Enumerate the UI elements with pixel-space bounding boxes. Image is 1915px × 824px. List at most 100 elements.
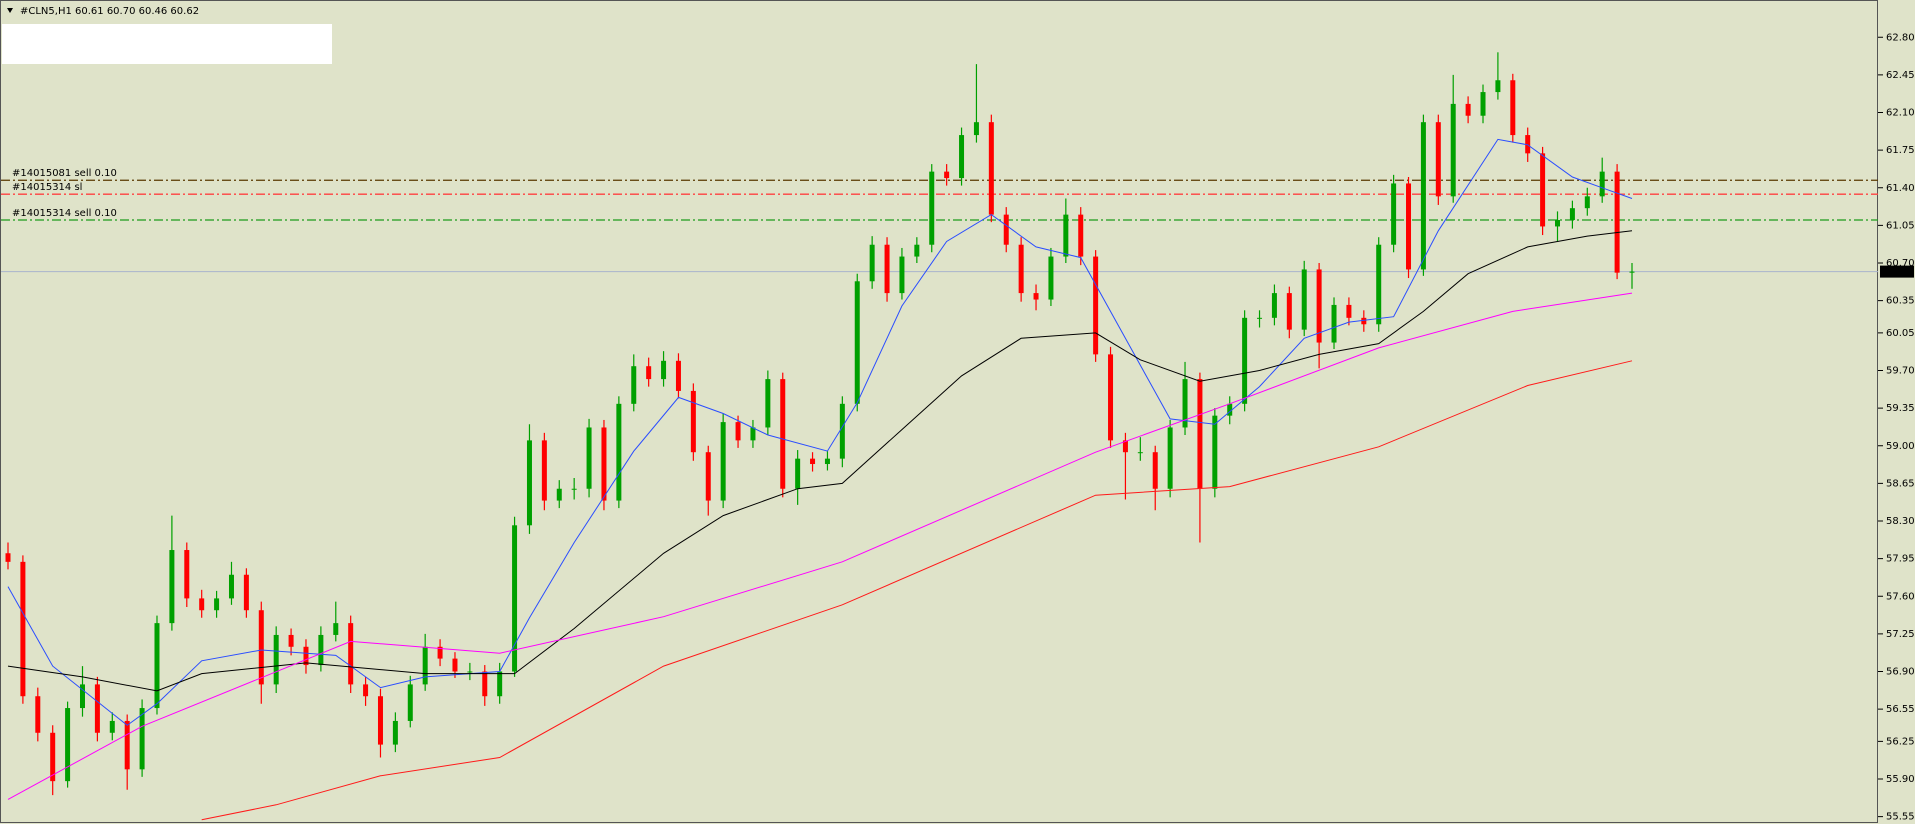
candle-body (1599, 171, 1605, 197)
candle-body (35, 696, 41, 733)
candle-body (1093, 256, 1099, 355)
candle-body (1182, 379, 1188, 428)
candle-body (214, 598, 220, 611)
y-tick-label: 60.35 (1886, 296, 1915, 307)
candle-body (377, 696, 383, 745)
candle-body (5, 553, 11, 562)
y-tick-label: 62.45 (1886, 70, 1915, 81)
candle-body (1540, 153, 1546, 227)
candle-body (392, 720, 398, 745)
menu-arrow (7, 8, 13, 13)
y-tick-label: 56.25 (1886, 736, 1915, 747)
y-tick-label: 58.65 (1886, 478, 1915, 489)
candle-body (869, 244, 875, 282)
candle-body (705, 452, 711, 501)
candle-body (1271, 293, 1277, 318)
candle-body (571, 488, 577, 490)
candle-body (1406, 183, 1412, 270)
candle-body (839, 403, 845, 459)
candle-body (616, 403, 622, 501)
y-tick-label: 61.75 (1886, 145, 1915, 156)
order-label: #14015314 sell 0.10 (12, 208, 117, 219)
y-tick-label: 62.80 (1886, 32, 1915, 43)
candle-body (1420, 122, 1426, 270)
candle-body (586, 427, 592, 489)
candle-body (467, 671, 473, 673)
header: #CLN5,H1 60.61 60.70 60.46 60.62 (20, 6, 199, 17)
candle-body (1152, 452, 1158, 489)
candle-body (199, 598, 205, 611)
moving-average (7, 292, 1633, 800)
candle-body (1495, 80, 1501, 93)
candle-body (690, 390, 696, 453)
candle-body (1510, 80, 1516, 136)
candle-body (1391, 183, 1397, 245)
last-price-box (1880, 265, 1914, 278)
candle-body (1078, 214, 1084, 257)
candle-body (884, 244, 890, 294)
candle-body (1629, 271, 1635, 273)
y-tick-label: 61.40 (1886, 183, 1915, 194)
y-tick-label: 55.55 (1886, 812, 1915, 823)
candle-body (20, 561, 26, 697)
order-label: #14015314 sl (12, 182, 82, 193)
candle-body (169, 550, 175, 624)
candle-body (363, 684, 369, 697)
candle-body (750, 427, 756, 441)
candle-body (1063, 214, 1069, 257)
candle-body (65, 708, 71, 782)
candle-body (661, 360, 667, 380)
y-tick-label: 59.35 (1886, 403, 1915, 414)
y-tick-label: 59.70 (1886, 366, 1915, 377)
candle-body (79, 684, 85, 709)
candle-body (675, 360, 681, 391)
y-tick-label: 55.90 (1886, 774, 1915, 785)
candle-body (1614, 171, 1620, 273)
candle-body (1033, 293, 1039, 300)
candle-body (601, 427, 607, 501)
candle-body (94, 684, 100, 733)
moving-average (201, 360, 1633, 821)
candle-body (109, 720, 115, 733)
candle-body (154, 623, 160, 709)
candle-body (1465, 103, 1471, 116)
candle-body (720, 422, 726, 501)
moving-average (7, 138, 1633, 726)
candle-body (824, 458, 830, 465)
candle-body (1227, 403, 1233, 416)
candle-body (437, 646, 443, 659)
y-tick-label: 61.05 (1886, 220, 1915, 231)
candle-body (348, 623, 354, 685)
candle-body (973, 122, 979, 136)
candle-body (959, 135, 965, 179)
candle-body (899, 256, 905, 294)
candle-body (795, 458, 801, 489)
candle-body (1316, 269, 1322, 343)
candle-body (243, 574, 249, 611)
y-tick-label: 57.60 (1886, 591, 1915, 602)
candle-body (735, 422, 741, 441)
candle-body (1361, 317, 1367, 325)
candle-body (631, 366, 637, 404)
candle-body (988, 122, 994, 215)
moving-average (7, 230, 1633, 692)
candle-body (333, 623, 339, 635)
y-tick-label: 57.95 (1886, 554, 1915, 565)
candle-body (1003, 214, 1009, 245)
y-tick-label: 57.25 (1886, 629, 1915, 640)
candle-body (1286, 293, 1292, 330)
candle-body (1048, 256, 1054, 300)
candle-body (1480, 92, 1486, 116)
candle-body (1331, 304, 1337, 343)
candle-body (944, 171, 950, 179)
candle-body (1108, 354, 1114, 441)
candle-body (1450, 103, 1456, 197)
order-label: #14015081 sell 0.10 (12, 168, 117, 179)
candle-body (1242, 317, 1248, 404)
candle-body (1257, 317, 1263, 319)
y-tick-label: 60.70 (1886, 258, 1915, 269)
candle-body (1569, 208, 1575, 220)
y-tick-label: 59.00 (1886, 441, 1915, 452)
candle-body (228, 574, 234, 599)
